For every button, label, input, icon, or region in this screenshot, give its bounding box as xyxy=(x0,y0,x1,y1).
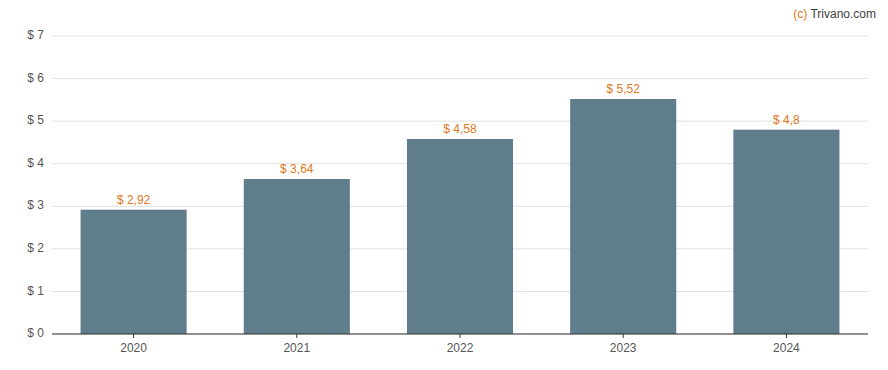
y-tick-label: $ 3 xyxy=(27,198,44,212)
x-tick-label: 2022 xyxy=(447,341,474,355)
chart-container: $ 0 $ 1 $ 2 $ 3 $ 4 $ 5 $ 6 $ 7 $ 2,92 $ 3,64 $ 4,… xyxy=(0,0,888,370)
x-tick xyxy=(460,334,461,338)
grid-line xyxy=(52,78,868,79)
bar xyxy=(81,210,187,334)
data-label: $ 3,64 xyxy=(280,162,314,176)
y-tick-label: $ 7 xyxy=(27,28,44,42)
x-tick-label: 2024 xyxy=(773,341,800,355)
y-tick-label: $ 4 xyxy=(27,156,44,170)
x-tick-label: 2023 xyxy=(610,341,637,355)
bar xyxy=(244,179,350,334)
data-label: $ 4,58 xyxy=(443,122,477,136)
x-tick xyxy=(623,334,624,338)
y-tick-label: $ 0 xyxy=(27,326,44,340)
bars xyxy=(81,99,840,334)
chart-svg: $ 0 $ 1 $ 2 $ 3 $ 4 $ 5 $ 6 $ 7 $ 2,92 $ 3,64 $ 4,… xyxy=(0,0,888,370)
data-label: $ 5,52 xyxy=(607,82,641,96)
data-labels: $ 2,92 $ 3,64 $ 4,58 $ 5,52 $ 4,8 xyxy=(117,82,800,207)
x-tick-label: 2020 xyxy=(120,341,147,355)
x-tick xyxy=(786,334,787,338)
y-tick-label: $ 5 xyxy=(27,113,44,127)
bar xyxy=(570,99,676,334)
data-label: $ 2,92 xyxy=(117,193,151,207)
bar xyxy=(733,130,839,334)
watermark-part: (c) xyxy=(793,7,810,21)
data-label: $ 4,8 xyxy=(773,113,800,127)
x-tick xyxy=(296,334,297,338)
x-tick xyxy=(133,334,134,338)
x-axis: 2020 2021 2022 2023 2024 xyxy=(52,334,868,355)
y-tick-label: $ 1 xyxy=(27,284,44,298)
grid-line xyxy=(52,36,868,37)
bar xyxy=(407,139,513,334)
y-axis: $ 0 $ 1 $ 2 $ 3 $ 4 $ 5 $ 6 $ 7 xyxy=(27,28,868,340)
y-tick-label: $ 6 xyxy=(27,71,44,85)
watermark-part: Trivano.com xyxy=(810,7,876,21)
watermark: (c) Trivano.com xyxy=(793,7,876,21)
x-tick-label: 2021 xyxy=(283,341,310,355)
y-tick-label: $ 2 xyxy=(27,241,44,255)
